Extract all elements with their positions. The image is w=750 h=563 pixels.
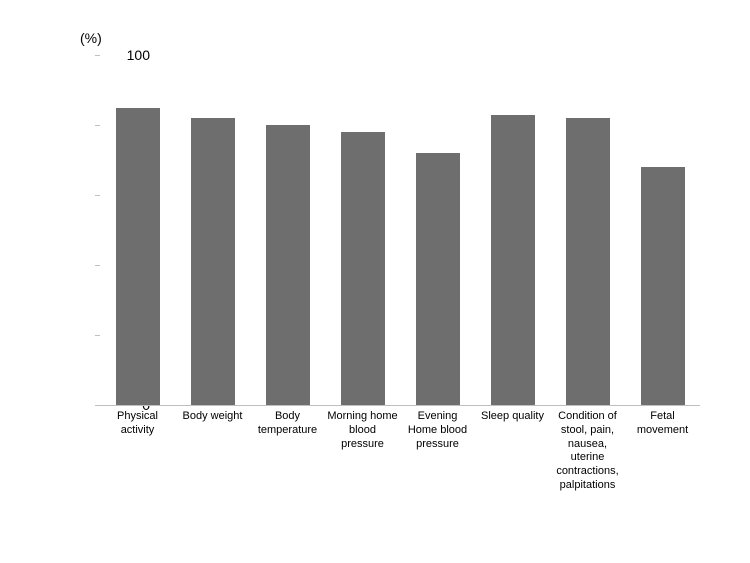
bar-sleep-quality <box>491 115 535 406</box>
bar-fetal-movement <box>641 167 685 405</box>
x-label-5: Sleep quality <box>475 410 550 493</box>
plot-area <box>100 55 700 406</box>
x-label-7: Fetal movement <box>625 410 700 493</box>
x-label-4: Evening Home blood pressure <box>400 410 475 493</box>
x-label-6: Condition of stool, pain, nausea, uterin… <box>550 410 625 493</box>
bar-condition <box>566 118 610 405</box>
bar-body-temperature <box>266 125 310 405</box>
bar-evening-bp <box>416 153 460 405</box>
x-label-1: Body weight <box>175 410 250 493</box>
bar-chart: (%) 0 20 40 60 80 100 Physical activity … <box>50 30 710 530</box>
tickline-0 <box>95 405 100 406</box>
bar-morning-bp <box>341 132 385 405</box>
bar-physical-activity <box>116 108 160 406</box>
x-label-0: Physical activity <box>100 410 175 493</box>
x-label-3: Morning home blood pressure <box>325 410 400 493</box>
y-axis-unit-label: (%) <box>80 30 102 46</box>
bar-body-weight <box>191 118 235 405</box>
bars-group <box>100 55 700 405</box>
x-label-2: Body temperature <box>250 410 325 493</box>
x-axis-labels: Physical activity Body weight Body tempe… <box>100 410 700 493</box>
